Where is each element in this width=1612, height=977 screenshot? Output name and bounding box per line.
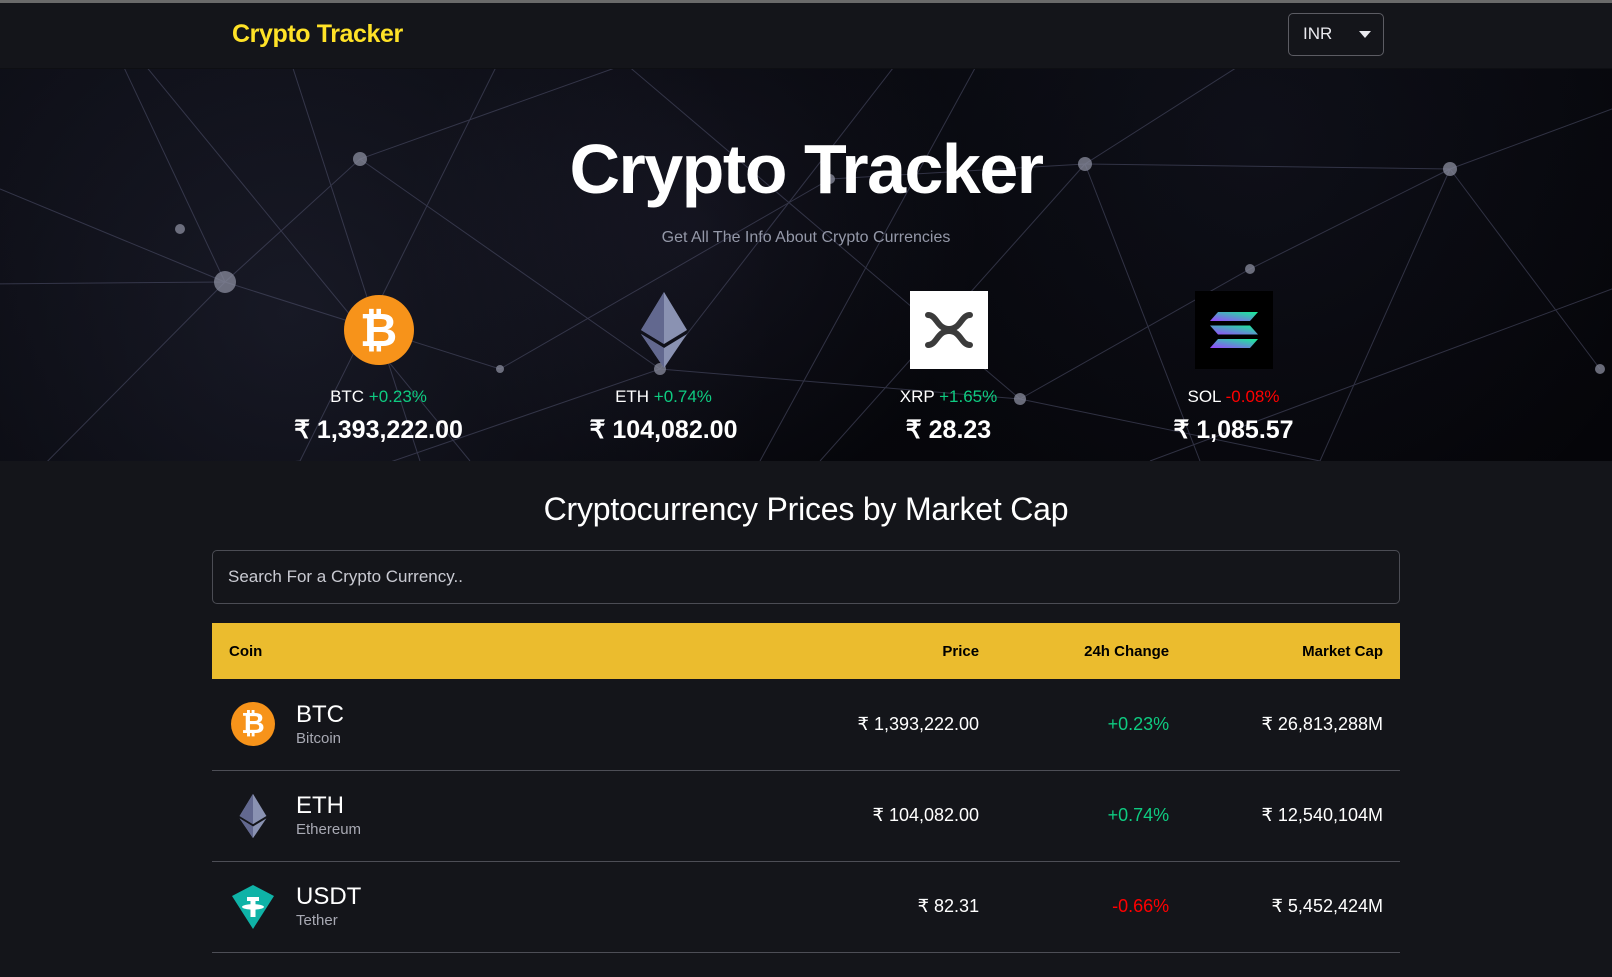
row-symbol: BTC (296, 700, 344, 728)
column-header-price[interactable]: Price (770, 623, 997, 679)
coins-table-head: Coin Price 24h Change Market Cap (212, 623, 1400, 679)
column-header-market-cap[interactable]: Market Cap (1186, 623, 1400, 679)
carousel-change: +0.23% (368, 387, 427, 406)
cell-price: ₹ 82.31 (917, 896, 980, 916)
table-row[interactable]: ETH Ethereum ₹ 104,082.00 +0.74% ₹ 12,54… (212, 770, 1400, 861)
currency-select-value: INR (1303, 24, 1333, 43)
carousel-price: ₹ 1,393,222.00 (294, 416, 463, 444)
carousel-item-sol[interactable]: SOL -0.08% ₹ 1,085.57 (1091, 291, 1376, 445)
row-name: Tether (296, 912, 338, 930)
bitcoin-icon: ₿ (343, 291, 414, 369)
coins-table: Coin Price 24h Change Market Cap ₿ (212, 623, 1400, 953)
ethereum-icon (229, 792, 277, 840)
page-title: Cryptocurrency Prices by Market Cap (543, 491, 1069, 527)
cell-market-cap: ₹ 26,813,288M (1261, 713, 1383, 734)
carousel-change: +1.65% (939, 387, 998, 406)
carousel-item-meta: ETH +0.74% (615, 387, 712, 407)
carousel-symbol: BTC (330, 387, 365, 406)
carousel-item-eth[interactable]: ETH +0.74% ₹ 104,082.00 (521, 291, 806, 445)
search-input[interactable] (212, 550, 1400, 604)
carousel-change: +0.74% (653, 387, 712, 406)
table-row[interactable]: USDT Tether ₹ 82.31 -0.66% ₹ 5,452,424M (212, 861, 1400, 952)
carousel-item-xrp[interactable]: XRP +1.65% ₹ 28.23 (806, 291, 1091, 445)
hero-title: Crypto Tracker (569, 130, 1044, 208)
hero-content: Crypto Tracker Get All The Info About Cr… (0, 69, 1612, 445)
solana-icon (1194, 291, 1273, 369)
row-symbol: ETH (296, 791, 344, 819)
carousel-item-meta: XRP +1.65% (900, 387, 998, 407)
coins-table-body: ₿ BTC Bitcoin ₹ 1,393,222.00 +0.23% ₹ 26… (212, 679, 1400, 952)
chevron-down-icon (1359, 30, 1371, 38)
app-bar: Crypto Tracker INR (0, 0, 1612, 69)
cell-coin: USDT Tether (212, 861, 770, 952)
carousel-price: ₹ 28.23 (905, 416, 992, 444)
carousel-item-meta: SOL -0.08% (1188, 387, 1280, 407)
cell-market-cap: ₹ 5,452,424M (1271, 896, 1383, 916)
bitcoin-icon: ₿ (229, 700, 277, 748)
row-name: Bitcoin (296, 729, 342, 747)
cell-price: ₹ 1,393,222.00 (857, 713, 980, 734)
carousel-symbol: SOL (1187, 387, 1221, 406)
ethereum-icon (640, 291, 688, 369)
coins-table-container: Coin Price 24h Change Market Cap ₿ (0, 604, 1612, 953)
hero-banner: Crypto Tracker Get All The Info About Cr… (0, 69, 1612, 461)
cell-24h-change: -0.66% (1112, 896, 1170, 916)
row-name: Ethereum (296, 821, 362, 839)
search-container (0, 528, 1612, 604)
cell-24h-change: +0.74% (1107, 805, 1170, 825)
network-background-graphic (0, 69, 1612, 461)
table-header-row: Coin Price 24h Change Market Cap (212, 623, 1400, 679)
cell-coin: ETH Ethereum (212, 770, 770, 861)
main-content: Cryptocurrency Prices by Market Cap Coin… (0, 461, 1612, 953)
tether-icon (229, 883, 277, 931)
carousel-item-meta: BTC +0.23% (330, 387, 427, 407)
currency-select[interactable]: INR (1288, 12, 1384, 56)
cell-coin: ₿ BTC Bitcoin (212, 679, 770, 770)
carousel-symbol: ETH (615, 387, 650, 406)
carousel-item-btc[interactable]: ₿ BTC +0.23% ₹ 1,393,222.00 (236, 291, 521, 445)
carousel-price: ₹ 1,085.57 (1173, 416, 1294, 444)
xrp-icon (909, 291, 988, 369)
carousel-change: -0.08% (1225, 387, 1280, 406)
row-symbol: USDT (296, 882, 362, 910)
app-logo[interactable]: Crypto Tracker (232, 19, 403, 48)
carousel-price: ₹ 104,082.00 (589, 416, 738, 444)
hero-subtitle: Get All The Info About Crypto Currencies (661, 229, 951, 246)
table-row[interactable]: ₿ BTC Bitcoin ₹ 1,393,222.00 +0.23% ₹ 26… (212, 679, 1400, 770)
cell-price: ₹ 104,082.00 (872, 805, 980, 825)
cell-24h-change: +0.23% (1107, 713, 1170, 734)
carousel-symbol: XRP (899, 387, 935, 406)
column-header-coin[interactable]: Coin (212, 623, 771, 679)
cell-market-cap: ₹ 12,540,104M (1261, 805, 1383, 825)
trending-coins-carousel: ₿ BTC +0.23% ₹ 1,393,222.00 (0, 291, 1612, 445)
column-header-24h-change[interactable]: 24h Change (996, 623, 1187, 679)
